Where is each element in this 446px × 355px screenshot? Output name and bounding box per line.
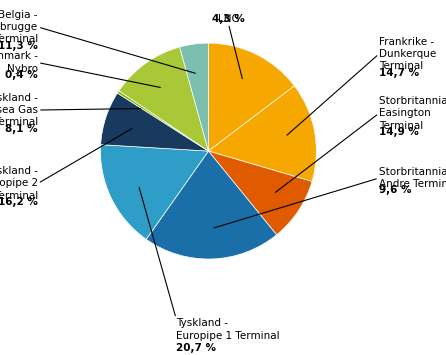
Text: Tyskland -
Europipe 2
Terminal: Tyskland - Europipe 2 Terminal [0, 166, 38, 201]
Text: Storbritannia -
Easington
Terminal: Storbritannia - Easington Terminal [379, 96, 446, 131]
Text: 14,7 %: 14,7 % [379, 30, 419, 77]
Wedge shape [146, 151, 277, 259]
Wedge shape [100, 144, 208, 239]
Wedge shape [117, 91, 208, 151]
Wedge shape [208, 43, 294, 151]
Text: LNG: LNG [218, 14, 239, 24]
Text: Belgia -
Zeebrugge
Terminal: Belgia - Zeebrugge Terminal [0, 10, 38, 44]
Text: Tyskland -
Norsea Gas
Terminal: Tyskland - Norsea Gas Terminal [0, 93, 38, 127]
Text: Storbritannia -
Andre Terminaler: Storbritannia - Andre Terminaler [379, 167, 446, 189]
Wedge shape [101, 93, 208, 151]
Wedge shape [208, 86, 316, 181]
Wedge shape [119, 47, 208, 151]
Wedge shape [180, 43, 208, 151]
Text: Tyskland -
Europipe 1 Terminal: Tyskland - Europipe 1 Terminal [176, 318, 280, 341]
Text: 20,7 %: 20,7 % [176, 318, 216, 353]
Text: 4,3 %: 4,3 % [212, 1, 245, 24]
Text: 16,2 %: 16,2 % [0, 160, 38, 207]
Text: Danmark -
Nybro: Danmark - Nybro [0, 51, 38, 74]
Text: 0,4 %: 0,4 % [5, 45, 38, 80]
Text: Frankrike -
Dunkerque
Terminal: Frankrike - Dunkerque Terminal [379, 37, 436, 71]
Text: 9,6 %: 9,6 % [379, 161, 412, 196]
Text: 11,3 %: 11,3 % [0, 3, 38, 50]
Text: 14,9 %: 14,9 % [379, 90, 419, 137]
Text: 8,1 %: 8,1 % [5, 87, 38, 133]
Wedge shape [208, 151, 312, 235]
